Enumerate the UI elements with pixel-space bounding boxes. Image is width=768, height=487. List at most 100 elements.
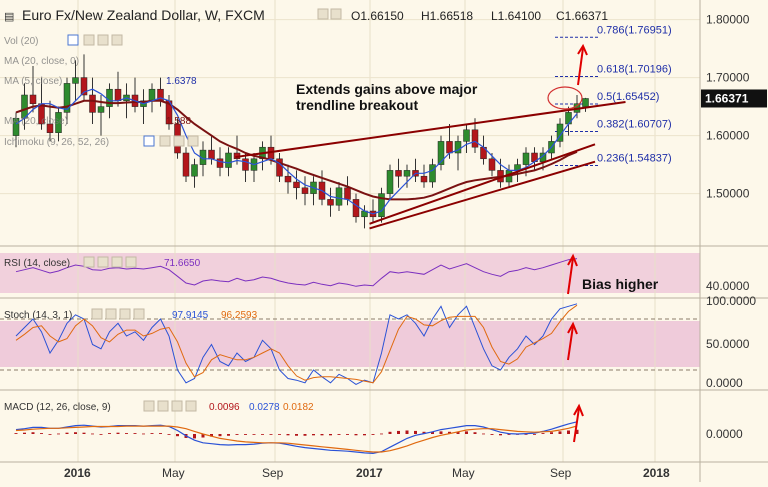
- macd-buttons[interactable]: [143, 400, 197, 412]
- candle-body: [335, 187, 343, 206]
- macd-signal-line: [15, 425, 578, 453]
- macd-hist-value: 0.0096: [209, 402, 240, 413]
- annotation-line2: trendline breakout: [296, 97, 418, 113]
- candle-body: [437, 141, 445, 165]
- macd-hist-bar: [167, 434, 171, 435]
- breakout-circle: [547, 86, 583, 110]
- rsi-line: [15, 258, 578, 287]
- rsi-label[interactable]: RSI (14, close): [4, 258, 70, 269]
- candle-body: [55, 112, 62, 133]
- fib-label-0382: 0.382(1.60707): [597, 118, 672, 130]
- stoch-buttons[interactable]: [91, 308, 145, 320]
- legend-vol[interactable]: Vol (20): [4, 36, 38, 47]
- time-label: May: [162, 466, 185, 480]
- ohlc-low: L1.64100: [491, 9, 541, 23]
- ma-fast-line: [15, 88, 578, 215]
- candle-body: [429, 164, 436, 183]
- moving-averages: [15, 88, 578, 215]
- time-label: Sep: [262, 466, 284, 480]
- header-controls[interactable]: [317, 8, 342, 20]
- stoch-k-line: [15, 303, 578, 385]
- macd-hist-bar: [312, 434, 315, 436]
- stoch-d-value: 96.2593: [221, 310, 258, 321]
- candle-body: [208, 149, 215, 160]
- fib-label-0618: 0.618(1.70196): [597, 63, 672, 75]
- candle-body: [216, 158, 224, 168]
- legend-ma20[interactable]: MA (20, close, 0): [4, 56, 79, 67]
- indicator-series: [0, 258, 700, 455]
- rsi-tick: 40.0000: [706, 279, 750, 293]
- legend-ichimoku[interactable]: Ichimoku (9, 26, 52, 26): [4, 137, 109, 148]
- macd-label[interactable]: MACD (12, 26, close, 9): [4, 402, 111, 413]
- stoch-k-value: 97.9145: [172, 310, 209, 321]
- arrow-main: [577, 43, 588, 86]
- trendline: [369, 160, 596, 230]
- legend-ma5[interactable]: MA (5, close): [4, 76, 62, 87]
- candle-body: [276, 158, 283, 177]
- ohlc-high: H1.66518: [421, 9, 473, 23]
- macd-hist-bar: [82, 432, 86, 434]
- candle-body: [522, 152, 530, 165]
- candle-body: [29, 94, 37, 104]
- candle-body: [471, 129, 479, 148]
- macd-hist-bar: [252, 434, 256, 435]
- candle-body: [89, 94, 96, 113]
- macd-hist-bar: [235, 434, 239, 435]
- macd-hist-bar: [150, 433, 154, 434]
- macd-hist-bar: [329, 434, 332, 436]
- macd-hist-bar: [108, 433, 111, 434]
- candle-body: [293, 181, 300, 189]
- candle-body: [327, 199, 334, 206]
- legend-ma-short[interactable]: MA (20, close): [4, 116, 68, 127]
- time-label: 2016: [64, 466, 91, 480]
- macd-hist-bar: [210, 434, 213, 437]
- candle-body: [242, 158, 249, 171]
- legend-buttons[interactable]: [67, 34, 199, 147]
- candle-body: [301, 187, 309, 194]
- macd-hist-bar: [448, 431, 451, 434]
- macd-hist-bar: [269, 434, 273, 435]
- price-axis[interactable]: [700, 0, 768, 482]
- price-tick: 1.60000: [706, 129, 750, 143]
- macd-signal-value: 0.0182: [283, 402, 314, 413]
- stoch-band: [0, 321, 700, 367]
- macd-hist-bar: [397, 430, 400, 434]
- macd-hist-bar: [405, 430, 409, 434]
- ma-slow-line: [15, 99, 578, 201]
- macd-hist-bar: [354, 434, 358, 436]
- candle-body: [182, 152, 190, 177]
- macd-hist-bar: [337, 434, 341, 435]
- macd-hist-bar: [388, 431, 392, 434]
- collapse-icon[interactable]: ▤: [4, 11, 14, 23]
- candle-body: [378, 193, 385, 218]
- macd-hist-bar: [380, 433, 383, 435]
- macd-hist-bar: [346, 434, 349, 435]
- macd-hist-bar: [193, 434, 196, 439]
- rsi-buttons[interactable]: [83, 256, 137, 268]
- macd-hist-bar: [456, 431, 460, 434]
- trendline: [369, 143, 596, 225]
- macd-hist-bar: [201, 434, 205, 438]
- macd-hist-bar: [303, 434, 307, 436]
- macd-hist-bar: [371, 434, 375, 435]
- macd-hist-bar: [227, 434, 230, 436]
- price-tick: 1.50000: [706, 187, 750, 201]
- macd-hist-bar: [244, 434, 247, 435]
- stoch-tick-0: 0.0000: [706, 376, 743, 390]
- stoch-label[interactable]: Stoch (14, 3, 1): [4, 310, 72, 321]
- macd-hist-bar: [558, 431, 562, 434]
- candle-body: [403, 170, 411, 177]
- candle-body: [556, 123, 564, 142]
- macd-hist-bar: [422, 431, 426, 434]
- ma5-value: 1.6378: [166, 76, 197, 87]
- stoch-d-line: [15, 304, 578, 384]
- macd-hist-bar: [507, 434, 511, 435]
- annotation-line1: Extends gains above major: [296, 81, 478, 97]
- bias-annotation: Bias higher: [582, 276, 659, 292]
- candle-body: [454, 141, 462, 154]
- macd-hist-bar: [99, 434, 103, 435]
- candle-body: [12, 117, 20, 136]
- arrow-rsi: [567, 253, 578, 295]
- candle-body: [21, 94, 28, 119]
